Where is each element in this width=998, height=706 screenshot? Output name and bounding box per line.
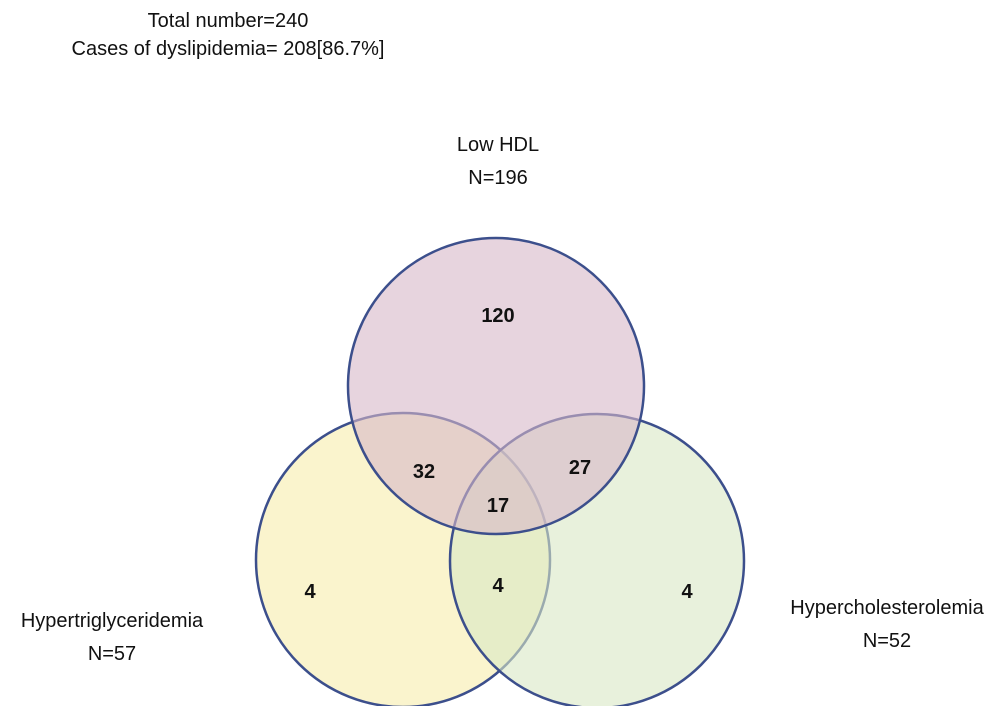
- hypertriglyceridemia-n-label: N=57: [88, 643, 136, 665]
- cases-of-dyslipidemia-text: Cases of dyslipidemia= 208[86.7%]: [72, 38, 385, 60]
- venn-circles: [254, 236, 746, 706]
- hypertriglyceridemia-hypercholesterolemia-count: 4: [492, 575, 504, 597]
- hypertriglyceridemia-only-count: 4: [304, 581, 316, 603]
- total-number-text: Total number=240: [148, 10, 309, 32]
- hypercholesterolemia-n-label: N=52: [863, 630, 911, 652]
- low-hdl-hypercholesterolemia-count: 27: [569, 457, 591, 479]
- low-hdl-n-label: N=196: [468, 167, 528, 189]
- hypertriglyceridemia-label: Hypertriglyceridemia: [21, 610, 204, 632]
- low-hdl-only-count: 120: [481, 305, 514, 327]
- low-hdl-hypertriglyceridemia-count: 32: [413, 461, 435, 483]
- low-hdl-label: Low HDL: [457, 134, 539, 156]
- hypercholesterolemia-only-count: 4: [681, 581, 693, 603]
- all-three-count: 17: [487, 495, 509, 517]
- hypercholesterolemia-label: Hypercholesterolemia: [790, 597, 984, 619]
- low-hdl-circle: [346, 236, 646, 536]
